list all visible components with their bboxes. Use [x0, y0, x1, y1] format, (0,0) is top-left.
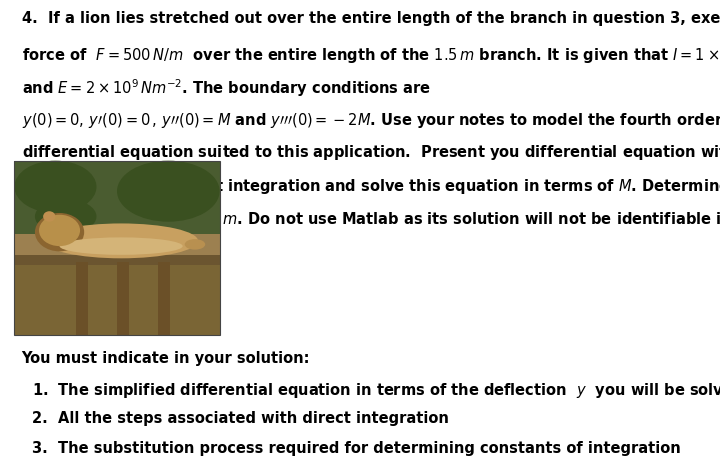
- Text: $y(0) = 0,\, y\prime(0) = 0\,,\, y\prime\prime(0) = M$ and $y\prime\prime\prime(: $y(0) = 0,\, y\prime(0) = 0\,,\, y\prime…: [22, 111, 720, 129]
- Bar: [76, 262, 89, 335]
- Bar: [14, 161, 220, 335]
- Bar: [14, 252, 220, 335]
- Text: differential equation suited to this application.  Present you differential equa: differential equation suited to this app…: [22, 144, 720, 163]
- Ellipse shape: [14, 161, 96, 213]
- Text: entry.: entry.: [22, 243, 71, 258]
- Text: force of  $F = 500\,N/m$  over the entire length of the $1.5\,m$ branch. It is g: force of $F = 500\,N/m$ over the entire …: [22, 45, 720, 66]
- Bar: [14, 234, 220, 265]
- Text: (in terms of $M$) at $x = 1.5\,m$. Do not use Matlab as its solution will not be: (in terms of $M$) at $x = 1.5\,m$. Do no…: [22, 210, 720, 228]
- Ellipse shape: [35, 213, 84, 252]
- Ellipse shape: [35, 199, 96, 234]
- Ellipse shape: [39, 215, 80, 246]
- Text: 2.  All the steps associated with direct integration: 2. All the steps associated with direct …: [32, 411, 449, 426]
- Bar: [14, 161, 220, 335]
- Ellipse shape: [185, 239, 205, 250]
- Text: 3.  The substitution process required for determining constants of integration: 3. The substitution process required for…: [32, 441, 681, 456]
- Text: and $E = 2\times 10^{9}\,Nm^{-2}$. The boundary conditions are: and $E = 2\times 10^{9}\,Nm^{-2}$. The b…: [22, 78, 431, 99]
- Bar: [117, 262, 130, 335]
- Text: You must indicate in your solution:: You must indicate in your solution:: [22, 351, 310, 366]
- Ellipse shape: [60, 237, 183, 255]
- Ellipse shape: [117, 161, 220, 222]
- Bar: [14, 255, 220, 265]
- Text: the equation. Use direct integration and solve this equation in terms of $M$. De: the equation. Use direct integration and…: [22, 177, 720, 196]
- Bar: [158, 262, 171, 335]
- Text: 1.  The simplified differential equation in terms of the deflection  $y$  you wi: 1. The simplified differential equation …: [32, 381, 720, 400]
- Text: 4.  If a lion lies stretched out over the entire length of the branch in questio: 4. If a lion lies stretched out over the…: [22, 11, 720, 27]
- Ellipse shape: [43, 211, 55, 222]
- Bar: [14, 161, 220, 239]
- Ellipse shape: [44, 224, 198, 258]
